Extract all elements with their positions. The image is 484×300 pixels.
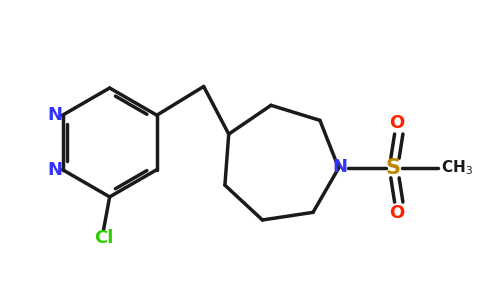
Text: N: N — [333, 158, 348, 176]
Text: O: O — [389, 204, 405, 222]
Text: O: O — [389, 114, 405, 132]
Text: N: N — [47, 161, 62, 179]
Text: S: S — [386, 158, 401, 178]
Text: Cl: Cl — [94, 230, 113, 247]
Text: N: N — [47, 106, 62, 124]
Text: CH$_3$: CH$_3$ — [441, 159, 473, 177]
